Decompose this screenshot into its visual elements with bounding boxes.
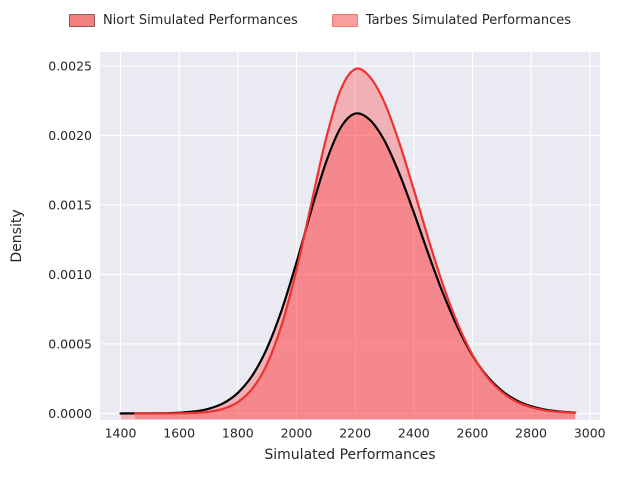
x-tick-label: 2800 (515, 426, 547, 441)
tarbes-density-fill (135, 68, 576, 420)
y-tick-label: 0.0015 (48, 197, 92, 212)
y-axis-label: Density (9, 209, 25, 262)
y-tick-label: 0.0000 (48, 406, 92, 421)
x-tick-label: 2200 (339, 426, 371, 441)
y-tick-label: 0.0025 (48, 58, 92, 73)
tarbes-density-curve (134, 67, 577, 415)
x-tick-label: 2600 (457, 426, 489, 441)
niort-density-fill (120, 113, 576, 420)
x-tick-label: 2400 (398, 426, 430, 441)
x-tick-label: 1800 (222, 426, 254, 441)
y-tick-label: 0.0010 (48, 267, 92, 282)
x-tick-label: 1600 (163, 426, 195, 441)
x-axis-label: Simulated Performances (264, 447, 435, 463)
plot-area (100, 52, 600, 420)
x-tick-label: 1400 (105, 426, 137, 441)
y-tick-label: 0.0005 (48, 336, 92, 351)
x-tick-label: 2000 (281, 426, 313, 441)
x-tick-label: 3000 (574, 426, 606, 441)
y-tick-label: 0.0020 (48, 128, 92, 143)
